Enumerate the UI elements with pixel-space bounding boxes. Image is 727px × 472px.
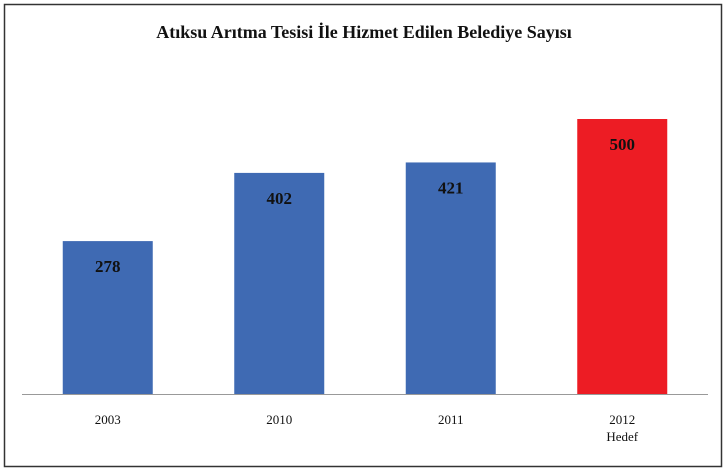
x-tick-label: 2003 [95, 412, 121, 427]
data-label: 402 [267, 189, 293, 208]
data-label: 278 [95, 257, 121, 276]
bar [405, 162, 496, 394]
data-label: 500 [610, 135, 636, 154]
bar [234, 172, 325, 394]
bar [577, 119, 668, 394]
data-label: 421 [438, 178, 464, 197]
x-tick-label: 2010 [266, 412, 292, 427]
bar [62, 241, 153, 394]
x-tick-label: 2011 [438, 412, 464, 427]
chart-title: Atıksu Arıtma Tesisi İle Hizmet Edilen B… [156, 22, 572, 42]
x-tick-label: 2012 Hedef [606, 412, 638, 444]
